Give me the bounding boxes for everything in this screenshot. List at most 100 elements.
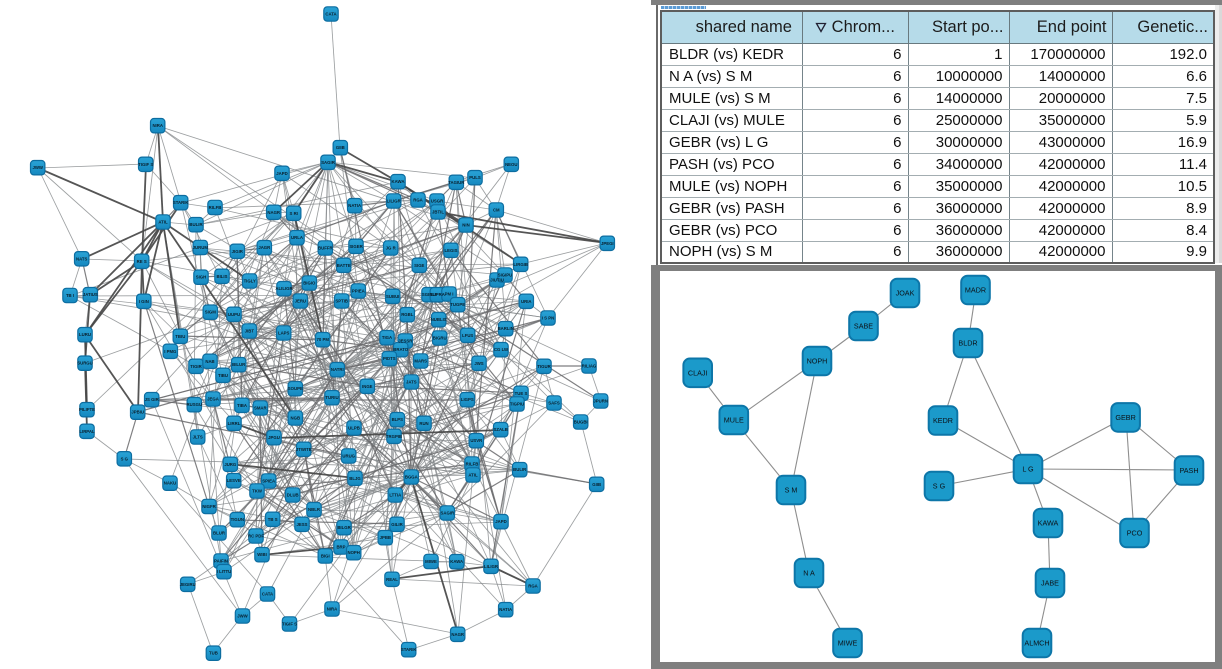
svg-text:S RI: S RI [290, 211, 298, 216]
svg-text:TUGPE: TUGPE [450, 302, 465, 307]
svg-text:JPEGI: JPEGI [601, 241, 614, 246]
svg-text:JIGIR: JIGIR [232, 249, 244, 254]
svg-text:BIGIO: BIGIO [303, 281, 316, 286]
svg-text:BGGA: BGGA [405, 475, 418, 480]
svg-text:JAPD: JAPD [495, 519, 506, 524]
svg-text:TIGPIU: TIGPIU [510, 402, 524, 407]
svg-text:MADR: MADR [965, 286, 986, 295]
svg-text:JWS: JWS [474, 361, 483, 366]
svg-text:URLA: URLA [291, 235, 303, 240]
svg-text:MIWE: MIWE [425, 559, 437, 564]
svg-text:JURG: JURG [224, 462, 237, 467]
svg-text:SGIRLI: SGIRLI [422, 292, 436, 297]
svg-text:GIIB: GIIB [336, 145, 345, 150]
svg-text:LEGIS: LEGIS [445, 248, 458, 253]
svg-text:MARS: MARS [414, 359, 427, 364]
svg-text:JPURN: JPURN [593, 399, 608, 404]
svg-text:JESSR: JESSR [398, 339, 413, 344]
svg-text:JG R: JG R [386, 246, 397, 251]
svg-text:NAKU: NAKU [164, 481, 176, 486]
svg-text:LTTIA: LTTIA [389, 493, 401, 498]
svg-text:NAGR: NAGR [267, 210, 281, 215]
svg-text:NIN: NIN [462, 223, 469, 228]
svg-text:WIBI: WIBI [257, 552, 267, 557]
svg-text:N A: N A [803, 569, 815, 578]
svg-text:ATIL: ATIL [468, 473, 478, 478]
svg-text:SIGM: SIGM [205, 310, 216, 315]
svg-text:BRATO: BRATO [393, 347, 409, 352]
svg-text:JATS: JATS [406, 380, 417, 385]
svg-text:PULS: PULS [469, 175, 481, 180]
svg-text:KEDR: KEDR [933, 416, 953, 425]
svg-text:BLDR: BLDR [958, 339, 977, 348]
svg-text:JAPD: JAPD [276, 171, 287, 176]
svg-text:ALILIGR: ALILIGR [275, 286, 293, 291]
svg-text:TAGIUR: TAGIUR [448, 180, 465, 185]
svg-text:LILIGR: LILIGR [484, 564, 499, 569]
svg-text:ULPB: ULPB [348, 426, 360, 431]
svg-text:NUBLIS: NUBLIS [431, 317, 447, 322]
svg-text:TIGIR: TIGIR [190, 364, 202, 369]
svg-text:JTWITE: JTWITE [296, 447, 312, 452]
svg-text:ATIL: ATIL [158, 220, 168, 225]
svg-text:NEOU: NEOU [505, 162, 517, 167]
svg-text:JPBB: JPBB [380, 535, 391, 540]
svg-text:PASH: PASH [1179, 466, 1198, 475]
svg-text:BIGRU: BIGRU [433, 336, 447, 341]
svg-text:TUB: TUB [209, 651, 218, 656]
svg-text:TIGIF S: TIGIF S [138, 162, 153, 167]
svg-text:JATIUS: JATIUS [83, 292, 98, 297]
svg-text:TIBA: TIBA [237, 403, 247, 408]
svg-text:JESS: JESS [297, 522, 308, 527]
svg-text:JIUTIU: JIUTIU [490, 278, 504, 283]
svg-text:BULIR: BULIR [189, 222, 203, 227]
svg-text:CATA: CATA [325, 12, 336, 17]
svg-text:SZALB: SZALB [494, 427, 508, 432]
svg-text:RGBL: RGBL [401, 312, 414, 317]
svg-text:SABE: SABE [854, 322, 873, 331]
svg-text:RUN: RUN [419, 421, 428, 426]
svg-text:NAGR: NAGR [451, 632, 465, 637]
svg-text:TIGIF S: TIGIF S [282, 622, 297, 627]
svg-text:NGB: NGB [291, 416, 301, 421]
svg-text:CM: CM [493, 208, 500, 213]
svg-text:PAIFIN: PAIFIN [214, 559, 228, 564]
svg-text:STARIK: STARIK [401, 647, 418, 652]
svg-text:LIRRL: LIRRL [228, 421, 241, 426]
svg-text:GILIR: GILIR [391, 522, 403, 527]
svg-text:I PMG: I PMG [164, 349, 177, 354]
svg-text:INGE: INGE [362, 384, 373, 389]
svg-text:NIRA: NIRA [152, 123, 163, 128]
svg-text:DLUB: DLUB [287, 493, 299, 498]
svg-text:MIWE: MIWE [838, 639, 858, 648]
svg-text:TB I: TB I [66, 293, 74, 298]
svg-text:NATIA: NATIA [499, 607, 512, 612]
svg-text:BUFFR: BUFFR [318, 246, 333, 251]
svg-text:TIBU: TIBU [218, 373, 228, 378]
svg-text:URUG: URUG [342, 454, 355, 459]
svg-text:TRGPIB: TRGPIB [386, 434, 402, 439]
svg-text:NOPH: NOPH [807, 357, 828, 366]
svg-text:PM I: PM I [445, 292, 454, 297]
svg-text:RILFB: RILFB [466, 462, 479, 467]
svg-text:NOPH: NOPH [347, 550, 359, 555]
svg-text:RE S: RE S [137, 259, 147, 264]
svg-text:SIGE: SIGE [414, 263, 424, 268]
svg-text:SAGIR: SAGIR [440, 511, 455, 516]
svg-text:TIGA: TIGA [382, 335, 392, 340]
svg-text:JBTIL: JBTIL [432, 210, 444, 215]
svg-text:URIA: URIA [521, 299, 532, 304]
svg-text:SOUPE: SOUPE [288, 386, 303, 391]
svg-text:UUPU: UUPU [228, 312, 240, 317]
svg-text:MULE: MULE [724, 416, 744, 425]
svg-text:SAGIR: SAGIR [321, 160, 336, 165]
svg-text:KAWA: KAWA [392, 179, 405, 184]
svg-text:SUBUI: SUBUI [386, 294, 399, 299]
svg-text:JS GIR: JS GIR [145, 397, 160, 402]
svg-text:SMAR: SMAR [254, 406, 268, 411]
svg-text:I LITTU: I LITTU [217, 569, 232, 574]
svg-text:JAGR: JAGR [258, 245, 271, 250]
svg-text:BLJG: BLJG [349, 476, 361, 481]
svg-text:L G: L G [1022, 465, 1034, 474]
svg-text:JIBT: JIBT [245, 329, 255, 334]
